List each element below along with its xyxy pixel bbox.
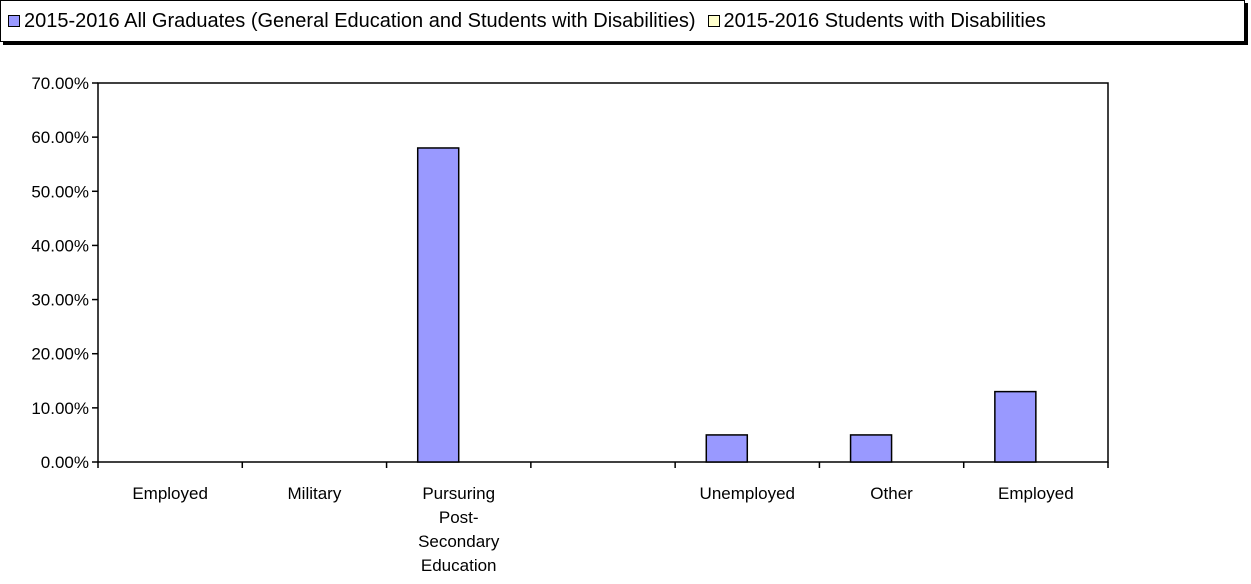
x-category-label: Employed xyxy=(132,484,208,503)
y-tick-label: 20.00% xyxy=(31,345,89,364)
y-tick-label: 30.00% xyxy=(31,291,89,310)
bar-all-graduates xyxy=(416,147,460,463)
x-category-label: Secondary xyxy=(418,532,500,551)
x-category-label: Post- xyxy=(439,508,479,527)
y-tick-label: 60.00% xyxy=(31,128,89,147)
legend-label-all-graduates: 2015-2016 All Graduates (General Educati… xyxy=(24,9,696,32)
y-tick-label: 40.00% xyxy=(31,236,89,255)
bar-all-graduates xyxy=(705,434,749,463)
bar-all-graduates xyxy=(849,434,893,463)
y-tick-label: 70.00% xyxy=(31,74,89,93)
legend-item-students-disabilities: 2015-2016 Students with Disabilities xyxy=(707,9,1046,33)
plot-area xyxy=(97,82,1109,463)
legend-label-students-disabilities: 2015-2016 Students with Disabilities xyxy=(723,9,1046,32)
bar-all-graduates xyxy=(994,390,1037,463)
y-tick-label: 0.00% xyxy=(41,453,89,472)
x-category-label: Pursuring xyxy=(422,484,495,503)
x-category-label: Other xyxy=(870,484,913,503)
y-tick-label: 50.00% xyxy=(31,182,89,201)
x-category-label: Employed xyxy=(998,484,1074,503)
legend-swatch-students-disabilities xyxy=(707,15,720,27)
y-tick-label: 10.00% xyxy=(31,399,89,418)
x-category-label: Military xyxy=(288,484,342,503)
legend-swatch-all-graduates xyxy=(8,15,20,27)
x-category-label: Unemployed xyxy=(700,484,795,503)
legend: 2015-2016 All Graduates (General Educati… xyxy=(0,0,1245,42)
x-category-label: Education xyxy=(421,556,497,575)
legend-item-all-graduates: 2015-2016 All Graduates (General Educati… xyxy=(8,10,696,33)
